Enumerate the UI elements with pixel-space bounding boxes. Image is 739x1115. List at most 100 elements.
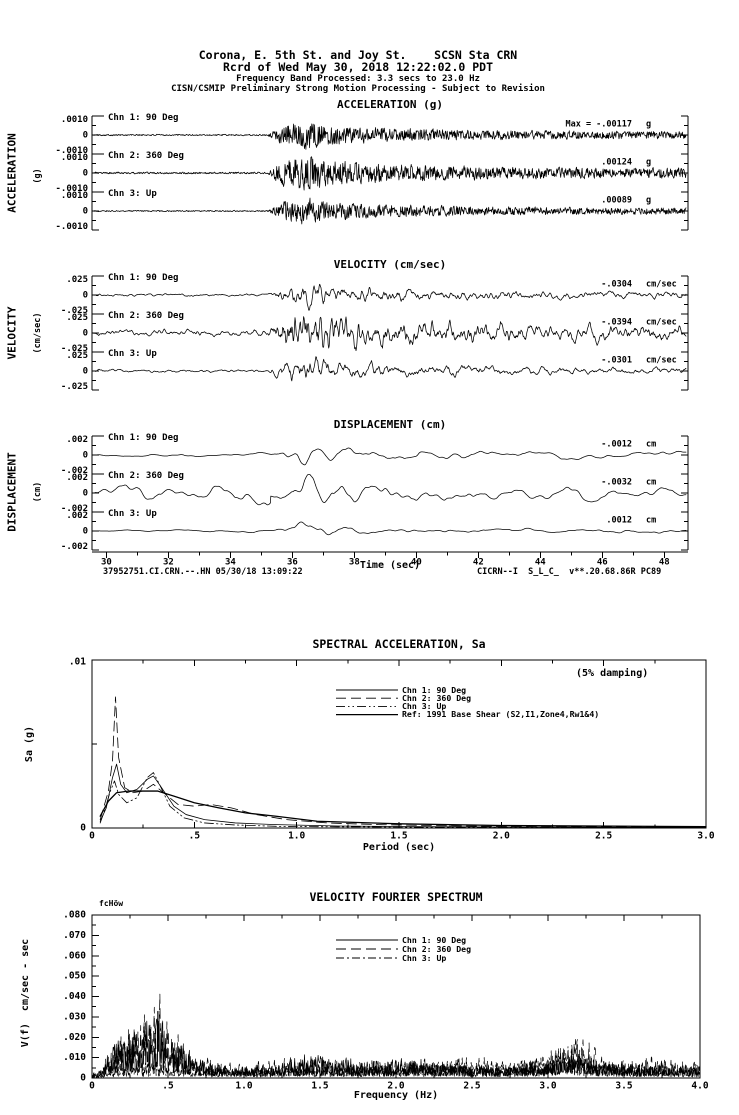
fourier-chart-title: VELOCITY FOURIER SPECTRUM [309,890,483,904]
max-unit: cm/sec [646,318,677,328]
channel-label: Chn 3: Up [108,349,157,359]
amplitude-tick-label: 0 [83,131,88,141]
amplitude-tick-label: -.0010 [55,222,88,232]
sa-legend-chn3: Chn 3: Up [402,701,447,711]
processing-version-footer: CICRN--I S_L_C_ v**.20.68.86R PC89 [477,567,662,577]
period-tick-label: .5 [189,830,201,841]
time-tick-label: 38 [349,558,360,568]
amplitude-tick-label: -.025 [61,344,88,354]
amplitude-tick-label: -.002 [61,466,88,476]
frequency-axis-label: Frequency (Hz) [353,1090,439,1101]
frequency-tick-label: .5 [162,1080,174,1091]
channel-label: Chn 1: 90 Deg [108,273,178,283]
amplitude-tick-label: .025 [66,275,88,285]
period-axis-label: Period (sec) [362,842,436,853]
max-unit: cm [646,516,656,526]
sa-tick-label: .01 [69,657,86,668]
period-tick-label: 0 [89,830,95,841]
frequency-band-note: Frequency Band Processed: 3.3 secs to 23… [236,74,480,84]
acceleration-waveform [93,123,687,150]
amplitude-tick-label: .002 [66,435,88,445]
displacement-side-label: DISPLACEMENT [5,452,19,532]
max-unit: g [646,158,651,168]
frequency-tick-label: 1.5 [311,1080,328,1091]
max-value: .00124 [601,158,632,168]
sa-legend-chn1: Chn 1: 90 Deg [402,685,467,695]
period-tick-label: 3.0 [697,830,714,841]
sa-chart-title: SPECTRAL ACCELERATION, Sa [312,637,486,651]
amplitude-tick-label: 0 [83,451,88,461]
sa-curve [99,790,707,828]
displacement-side-unit: (cm) [32,481,43,503]
record-station-title: Corona, E. 5th St. and Joy St. SCSN Sta … [198,48,518,62]
time-tick-label: 30 [101,558,112,568]
max-unit: cm [646,440,656,450]
max-value: Max = -.00117 [565,120,632,130]
channel-label: Chn 3: Up [108,189,157,199]
fourier-legend-chn1: Chn 1: 90 Deg [402,935,467,945]
max-unit: cm/sec [646,356,677,366]
acceleration-waveform [93,197,687,225]
channel-label: Chn 2: 360 Deg [108,311,184,321]
period-tick-label: 1.0 [288,830,305,841]
velocity-waveform [93,316,687,352]
period-tick-label: 2.0 [493,830,510,841]
period-tick-label: 1.5 [390,830,407,841]
displacement-waveform [93,447,687,466]
vf-tick-label: .060 [63,950,86,961]
sa-tick-label: 0 [80,823,86,834]
amplitude-tick-label: .0010 [61,153,88,163]
amplitude-tick-label: 0 [83,489,88,499]
time-tick-label: 42 [473,558,484,568]
fourier-legend-chn2: Chn 2: 360 Deg [402,944,472,954]
amplitude-tick-label: 0 [83,207,88,217]
period-tick-label: 2.5 [595,830,612,841]
time-tick-label: 44 [535,558,546,568]
frequency-tick-label: 0 [89,1080,95,1091]
fourier-legend-chn3: Chn 3: Up [402,953,447,963]
max-unit: g [646,196,651,206]
max-value: -.0032 [601,478,632,488]
amplitude-tick-label: -.0010 [55,146,88,156]
vf-tick-label: .050 [63,971,86,982]
amplitude-tick-label: .0010 [61,115,88,125]
time-tick-label: 32 [163,558,174,568]
amplitude-tick-label: .0010 [61,191,88,201]
sa-curve [99,772,707,828]
damping-note: (5% damping) [576,668,649,679]
displacement-waveform [93,521,687,536]
frequency-tick-label: 1.0 [235,1080,252,1091]
fc-corner-marker: fcHöw [99,899,124,908]
amplitude-tick-label: 0 [83,169,88,179]
vf-tick-label: .080 [63,910,86,921]
amplitude-tick-label: .025 [66,313,88,323]
frequency-tick-label: 2.0 [387,1080,404,1091]
channel-label: Chn 2: 360 Deg [108,471,184,481]
frequency-tick-label: 3.0 [539,1080,556,1091]
time-axis-label: Time (sec) [359,560,421,571]
channel-label: Chn 2: 360 Deg [108,151,184,161]
sa-legend-chn2: Chn 2: 360 Deg [402,693,472,703]
sa-curve [99,696,707,828]
time-tick-label: 34 [225,558,236,568]
time-tick-label: 46 [597,558,608,568]
time-tick-label: 36 [287,558,298,568]
max-unit: g [646,120,651,130]
max-unit: cm/sec [646,280,677,290]
vf-tick-label: .040 [63,991,86,1002]
channel-label: Chn 1: 90 Deg [108,433,178,443]
acceleration-title: ACCELERATION (g) [337,98,443,111]
acceleration-side-unit: (g) [32,168,43,184]
vf-axis-label: V(f) cm/sec - sec [20,938,31,1048]
frequency-tick-label: 3.5 [615,1080,632,1091]
amplitude-tick-label: -.025 [61,382,88,392]
amplitude-tick-label: 0 [83,367,88,377]
amplitude-tick-label: -.0010 [55,184,88,194]
channel-label: Chn 1: 90 Deg [108,113,178,123]
vf-tick-label: .070 [63,930,86,941]
max-value: -.0304 [601,280,632,290]
max-value: -.0394 [601,318,632,328]
displacement-waveform [93,474,687,506]
time-tick-label: 40 [411,558,422,568]
